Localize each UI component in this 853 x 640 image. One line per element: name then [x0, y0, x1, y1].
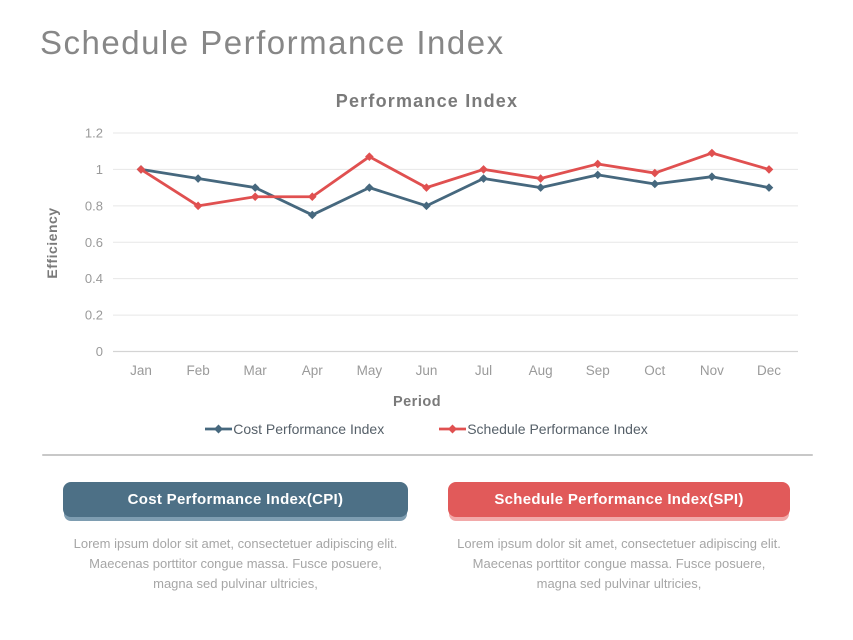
- legend-item: Cost Performance Index: [205, 421, 384, 437]
- series-line: [139, 151, 771, 208]
- data-point-marker: [593, 159, 603, 169]
- legend-label: Schedule Performance Index: [467, 421, 648, 437]
- data-point-marker: [479, 174, 488, 183]
- spi-header-button: Schedule Performance Index(SPI): [448, 482, 790, 517]
- data-point-marker: [707, 148, 717, 158]
- x-axis-title: Period: [393, 394, 441, 410]
- legend-marker-icon: [439, 424, 467, 434]
- cpi-header-button: Cost Performance Index(CPI): [63, 482, 408, 517]
- y-axis-title: Efficiency: [44, 207, 60, 278]
- data-point-marker: [593, 170, 603, 180]
- data-point-marker: [536, 183, 545, 192]
- y-tick-label: 0.4: [85, 271, 103, 286]
- y-tick-label: 0: [96, 344, 103, 359]
- y-tick-label: 0.6: [85, 235, 103, 250]
- data-point-marker: [479, 165, 488, 174]
- x-tick-label: Sep: [586, 363, 610, 378]
- divider: [42, 454, 813, 456]
- x-tick-label: Feb: [186, 363, 209, 378]
- spi-description: Lorem ipsum dolor sit amet, consectetuer…: [457, 536, 781, 591]
- x-tick-label: Jan: [130, 363, 152, 378]
- x-tick-label: Apr: [302, 363, 324, 378]
- x-tick-label: Aug: [529, 363, 553, 378]
- data-point-marker: [536, 174, 545, 183]
- y-tick-label: 1: [96, 162, 103, 177]
- legend-label: Cost Performance Index: [233, 421, 385, 437]
- spi-card: Schedule Performance Index(SPI) Lorem ip…: [448, 482, 790, 594]
- data-point-marker: [193, 174, 203, 183]
- cpi-description: Lorem ipsum dolor sit amet, consectetuer…: [73, 536, 398, 591]
- data-point-marker: [422, 201, 431, 211]
- y-tick-label: 0.8: [85, 198, 103, 213]
- data-point-marker: [764, 165, 774, 174]
- x-tick-label: Dec: [757, 363, 781, 378]
- x-tick-label: Mar: [244, 363, 268, 378]
- data-point-marker: [650, 168, 660, 178]
- y-tick-label: 0.2: [85, 308, 103, 323]
- series-line: [139, 168, 771, 217]
- data-point-marker: [250, 183, 260, 192]
- chart-legend: Cost Performance Index Schedule Performan…: [0, 421, 853, 437]
- x-tick-label: Nov: [700, 363, 724, 378]
- x-tick-label: Oct: [644, 363, 665, 378]
- data-point-marker: [365, 183, 374, 192]
- x-tick-label: May: [357, 363, 383, 378]
- spi-header-label: Schedule Performance Index(SPI): [494, 491, 744, 508]
- data-point-marker: [365, 152, 374, 161]
- cpi-header-label: Cost Performance Index(CPI): [127, 491, 344, 508]
- x-tick-label: Jul: [475, 363, 492, 378]
- cpi-card: Cost Performance Index(CPI) Lorem ipsum …: [63, 482, 408, 594]
- performance-index-chart: Performance Index Efficiency 0 0.2 0.4 0.6 0.8…: [44, 91, 798, 410]
- chart-title: Performance Index: [336, 91, 518, 111]
- y-tick-label: 1.2: [85, 126, 103, 141]
- data-point-marker: [707, 172, 717, 181]
- page-title: Schedule Performance Index: [40, 24, 505, 61]
- data-point-marker: [650, 179, 660, 189]
- data-point-marker: [250, 192, 260, 202]
- data-point-marker: [764, 183, 774, 192]
- legend-marker-icon: [205, 424, 233, 434]
- data-point-marker: [422, 183, 431, 192]
- legend-item: Schedule Performance Index: [439, 421, 648, 437]
- data-point-marker: [307, 210, 317, 220]
- x-tick-label: Jun: [416, 363, 438, 378]
